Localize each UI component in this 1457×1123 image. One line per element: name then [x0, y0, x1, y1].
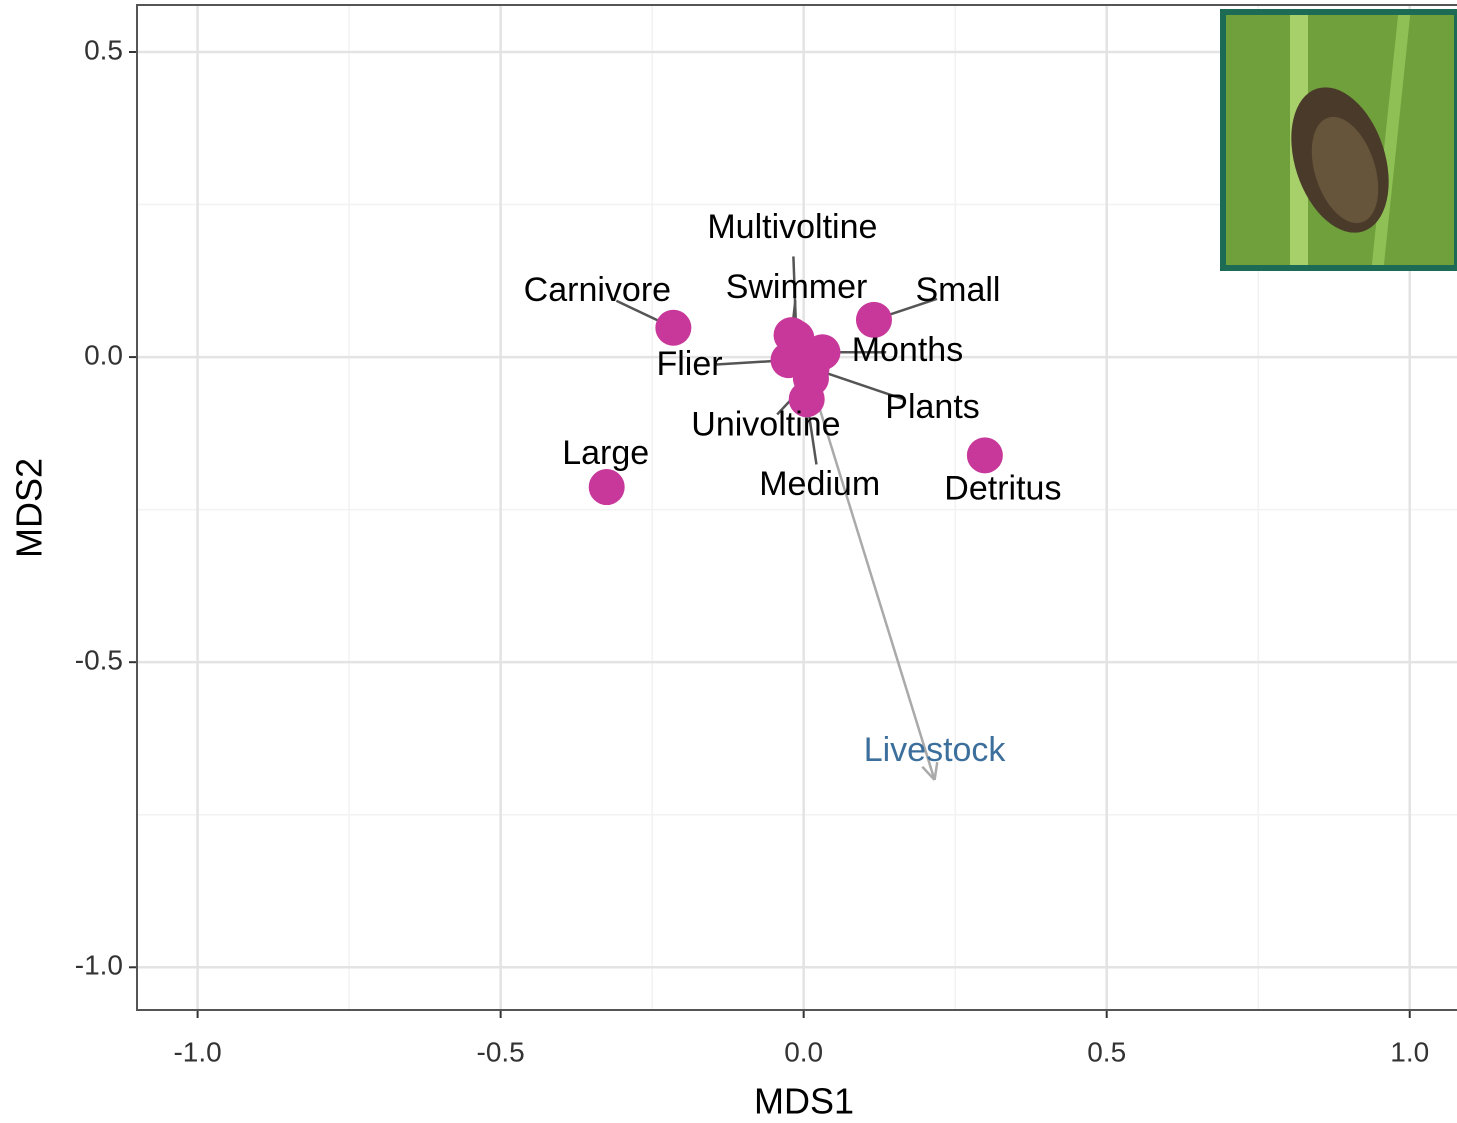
x-tick-label: 0.5	[1087, 1036, 1126, 1067]
x-tick-label: 0.0	[784, 1036, 823, 1067]
point-label: Swimmer	[726, 268, 868, 306]
point-label: Multivoltine	[707, 208, 877, 246]
point	[655, 309, 692, 346]
point	[855, 301, 892, 338]
point-label: Flier	[656, 345, 722, 383]
photo-frame	[1220, 9, 1457, 271]
point	[788, 381, 825, 418]
y-axis-title: MDS2	[9, 458, 50, 558]
x-axis-title: MDS1	[754, 1081, 854, 1122]
arrow-label: Livestock	[864, 731, 1007, 769]
x-tick-label: -1.0	[173, 1036, 221, 1067]
arrow	[802, 356, 936, 781]
point	[966, 437, 1003, 474]
point-label: Univoltine	[691, 405, 840, 443]
y-tick-label: -1.0	[75, 950, 123, 981]
point-label: Detritus	[944, 469, 1061, 507]
y-tick-label: 0.0	[84, 339, 123, 370]
arrow-head	[921, 765, 936, 781]
point-label: Months	[852, 331, 964, 369]
point-label: Carnivore	[524, 271, 671, 309]
arrow-head	[933, 761, 939, 781]
x-tick-label: -0.5	[477, 1036, 525, 1067]
point-label: Small	[915, 271, 1000, 309]
point-label: Medium	[759, 465, 880, 503]
y-tick-label: -0.5	[75, 645, 123, 676]
point-label: Plants	[885, 388, 980, 426]
x-tick-label: 1.0	[1390, 1036, 1429, 1067]
beetle-spots	[1311, 116, 1379, 224]
y-tick-label: 0.5	[84, 34, 123, 65]
point-label: Large	[562, 434, 649, 472]
inset-photo	[1220, 9, 1457, 271]
point	[588, 469, 625, 506]
panel-border	[136, 4, 1457, 1011]
